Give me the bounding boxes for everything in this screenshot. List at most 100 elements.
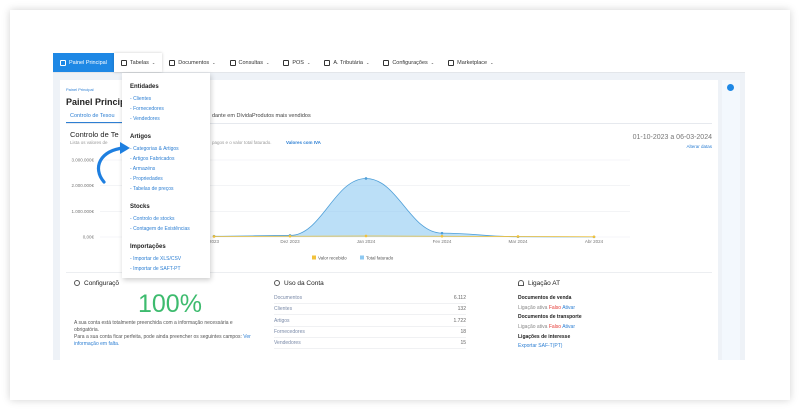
tab-active[interactable]: Controlo de Tesou [70, 113, 115, 119]
change-dates[interactable]: Alterar datas [686, 144, 712, 149]
caret: ⌄ [265, 60, 270, 65]
caret: ⌄ [212, 60, 216, 65]
tab-label: Documentos [178, 59, 210, 66]
tab-label: A. Tributária [333, 59, 363, 66]
point [516, 235, 520, 238]
nav-tab[interactable]: Painel Principal [53, 53, 114, 72]
tab-icon [169, 59, 176, 66]
usage-label: Vendedores [274, 340, 301, 347]
export-link[interactable]: Exportar SAF-T(PT) [518, 343, 563, 349]
row-border [274, 325, 466, 327]
tab-label: Marketplace [457, 59, 488, 66]
usage-value: 18 [460, 328, 466, 335]
tab-icon [60, 59, 66, 66]
link[interactable]: informação em falta. [74, 341, 120, 347]
nav-tab[interactable]: Marketplace ⌄ [441, 53, 500, 72]
tab-label: Tabelas [129, 59, 149, 66]
tab-icon [324, 59, 331, 66]
menu-item[interactable]: - Controlo de stocks [130, 216, 175, 222]
dash: Clientes [133, 96, 152, 102]
point [364, 177, 368, 180]
tab-underline [66, 122, 126, 124]
link[interactable]: Ver [243, 334, 251, 340]
nav-tab[interactable]: Documentos ⌄ [162, 53, 222, 72]
dash: Tabelas de preços [132, 186, 174, 192]
tab[interactable]: dante em Dívida [212, 113, 253, 119]
x-tick-label: Dez 2023 [280, 239, 300, 244]
menu-item[interactable]: - Armazéns [130, 166, 156, 172]
tab[interactable]: Produtos mais vendidos [252, 113, 311, 119]
enable-link[interactable]: Ativar [562, 324, 575, 330]
dash: Artigos Fabricados [132, 156, 175, 162]
divider [66, 272, 712, 273]
status-false: Falso [548, 305, 562, 311]
dash: Importar de SAFT-PT [133, 266, 181, 272]
usage-icon [274, 280, 280, 286]
caret: ⌄ [306, 60, 311, 65]
nav-tab[interactable]: Consultas ⌄ [223, 53, 277, 72]
menu-item[interactable]: - Fornecedores [130, 106, 164, 112]
point [440, 231, 444, 235]
nav-tab[interactable]: Tabelas ⌄ [113, 53, 163, 72]
row-border [274, 336, 466, 338]
enable-link[interactable]: Ativar [562, 305, 575, 311]
tab-label: Consultas [238, 59, 263, 66]
menu-item[interactable]: - Tabelas de preços [130, 186, 174, 192]
menu-heading: Importações [130, 244, 166, 250]
side-icon[interactable] [727, 84, 734, 91]
nav-tab[interactable]: Configurações ⌄ [376, 53, 441, 72]
vat-link[interactable]: Valores com IVA [286, 140, 321, 145]
menu-item[interactable]: - Importar de XLS/CSV [130, 256, 182, 262]
tab-icon [120, 59, 127, 66]
config-icon [74, 280, 80, 286]
caret: ⌄ [490, 60, 494, 65]
x-tick-label: 2023 [209, 239, 220, 244]
percent: 100% [138, 290, 202, 318]
menu-item[interactable]: - Vendedores [130, 116, 160, 122]
tab-icon [383, 59, 390, 66]
usage-value: 6.112 [453, 295, 466, 301]
legend-label: Valor recebido [318, 255, 347, 260]
date-range: 01-10-2023 a 06-03-2024 [632, 134, 712, 141]
usage-label: Fornecedores [274, 328, 305, 335]
status-false: Falso [548, 324, 562, 330]
page-title: Painel Princip [66, 97, 126, 107]
menu-item[interactable]: - Propriedades [130, 176, 163, 182]
config-text: obrigatória. [74, 327, 100, 333]
row-border [274, 314, 466, 316]
menu-item[interactable]: - Importar de SAFT-PT [130, 266, 181, 272]
tab-label: Configurações [392, 59, 428, 66]
usage-title: Uso da Conta [284, 280, 324, 287]
legend-swatch [312, 255, 316, 260]
x-tick-label: Abr 2024 [585, 239, 604, 244]
row-border [274, 303, 466, 304]
menu-item[interactable]: - Contagem de Existências [130, 226, 190, 232]
config-text: Para a sua conta ficar perfeita, pode ai… [74, 334, 251, 340]
dash: Contagem de Existências [133, 226, 190, 232]
menu-item[interactable]: - Artigos Fabricados [130, 156, 175, 162]
at-title: Ligação AT [528, 280, 561, 287]
tab-icon [283, 59, 290, 66]
caret: ⌄ [365, 60, 370, 65]
dash: Importar de XLS/CSV [133, 256, 182, 262]
x-tick-label: Fev 2024 [433, 239, 452, 244]
menu-item[interactable]: - Clientes [130, 96, 152, 102]
dropdown-menu: Entidades - Clientes - Fornecedores - Vende… [122, 73, 210, 278]
y-tick-label: 2.000.000€ [71, 183, 94, 188]
side-rail [722, 80, 740, 360]
menu-item[interactable]: - Categorias & Artigos [130, 146, 179, 152]
dash: Vendedores [133, 116, 160, 122]
x-tick-label: Mar 2024 [508, 239, 528, 244]
tab-label: POS [292, 59, 304, 66]
tab-label: Painel Principal [69, 59, 107, 66]
nav-tab[interactable]: POS ⌄ [276, 53, 317, 72]
usage-label: Clientes [274, 306, 293, 313]
usage-value: 1.722 [453, 317, 466, 324]
nav-tab[interactable]: A. Tributária ⌄ [317, 53, 376, 72]
point [592, 235, 596, 239]
usage-value: 132 [457, 306, 466, 313]
nav-bar: Painel Principal Tabelas ⌄ Documentos ⌄ Consu… [53, 53, 745, 73]
config-text: Para a sua conta ficar perfeita, pode ai… [74, 334, 242, 340]
at-heading: Ligações de interesse [518, 334, 571, 340]
